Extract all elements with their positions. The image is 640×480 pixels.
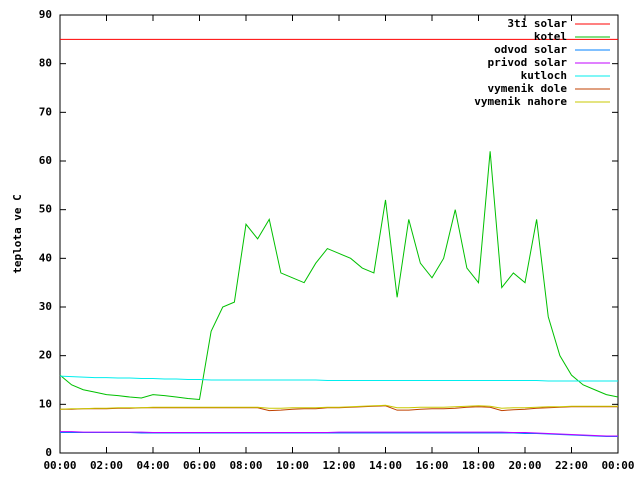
legend-label: kutloch [521,69,567,82]
x-tick-label: 10:00 [276,459,309,472]
x-tick-label: 00:00 [601,459,634,472]
series-line [60,405,618,412]
x-tick-label: 14:00 [369,459,402,472]
series-line [59,151,619,401]
x-tick-label: 06:00 [183,459,216,472]
series-line [59,375,618,382]
legend-label: vymenik nahore [474,95,567,108]
y-tick-label: 60 [39,154,52,167]
x-tick-label: 16:00 [415,459,448,472]
y-tick-label: 80 [39,57,52,70]
y-tick-label: 50 [39,203,52,216]
x-tick-label: 18:00 [462,459,495,472]
series-line [59,404,618,410]
legend-label: 3ti solar [507,17,567,30]
y-tick-label: 90 [39,8,52,21]
y-tick-label: 30 [39,300,52,313]
legend-label: kotel [534,30,567,43]
y-tick-label: 70 [39,105,52,118]
x-tick-label: 12:00 [322,459,355,472]
x-tick-label: 20:00 [508,459,541,472]
x-tick-label: 00:00 [43,459,76,472]
series-line [60,431,618,437]
x-tick-label: 22:00 [555,459,588,472]
y-tick-label: 0 [45,446,52,459]
y-axis-label: teplota ve C [11,194,24,273]
x-tick-label: 08:00 [229,459,262,472]
legend-label: vymenik dole [488,82,568,95]
y-tick-label: 40 [39,251,52,264]
x-tick-label: 02:00 [90,459,123,472]
y-tick-label: 20 [39,349,52,362]
legend-label: privod solar [488,56,568,69]
y-tick-label: 10 [39,397,52,410]
legend-label: odvod solar [494,43,567,56]
x-tick-label: 04:00 [136,459,169,472]
